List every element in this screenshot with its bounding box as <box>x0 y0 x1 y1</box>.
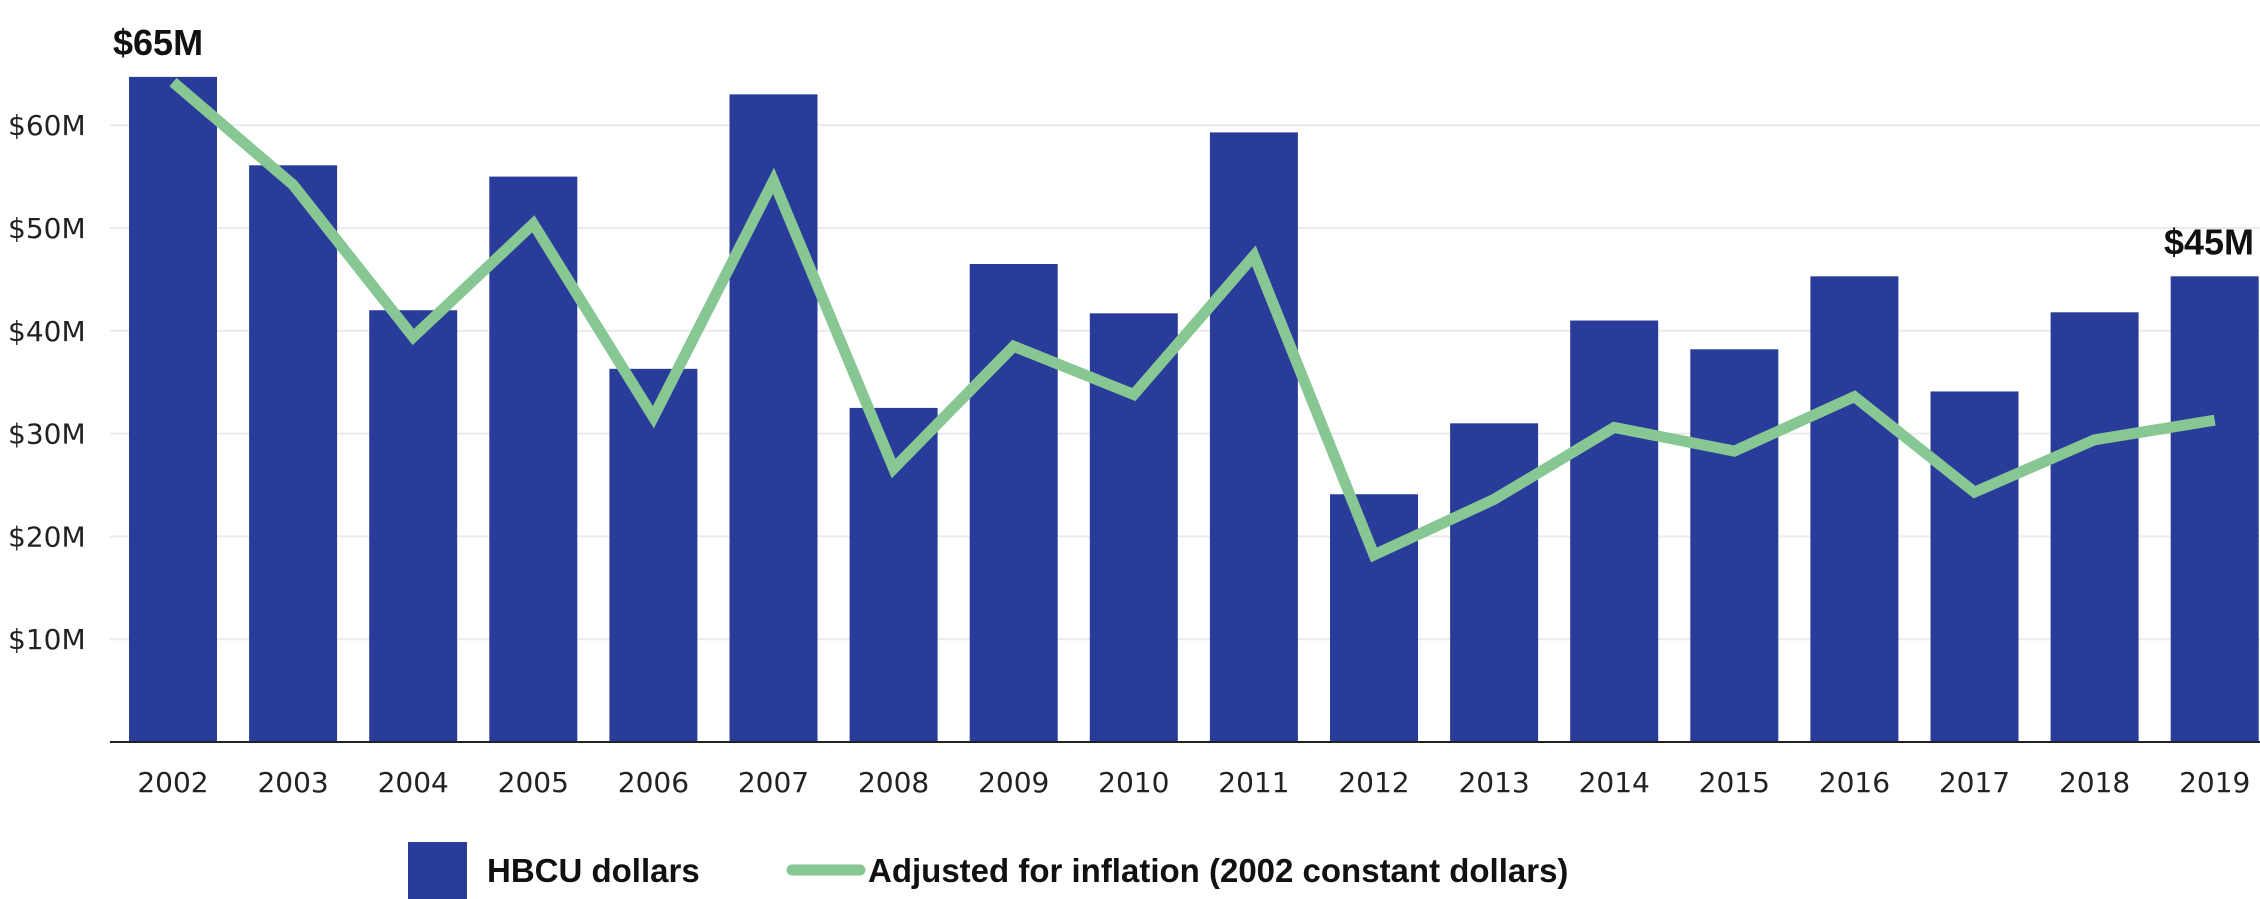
bar-2019 <box>2170 276 2259 742</box>
x-tick-label: 2011 <box>1218 766 1289 799</box>
x-tick-label: 2003 <box>257 766 328 799</box>
x-tick-label: 2016 <box>1819 766 1890 799</box>
bar-2011 <box>1209 132 1298 742</box>
x-tick-label: 2015 <box>1699 766 1770 799</box>
axes: $10M $20M $30M $40M $50M $60M 2002 2003 2004 2005… <box>8 109 2260 799</box>
x-tick-label: 2019 <box>2179 766 2250 799</box>
x-tick-label: 2014 <box>1579 766 1650 799</box>
callout-2002: $65M <box>113 22 203 63</box>
bar-2017 <box>1930 391 2019 742</box>
bar-2002 <box>129 76 217 742</box>
bar-2013 <box>1450 423 1539 742</box>
x-tick-label: 2006 <box>618 766 689 799</box>
bar-2005 <box>489 176 578 743</box>
y-tick-label: $20M <box>8 520 86 553</box>
x-tick-label: 2013 <box>1458 766 1529 799</box>
x-tick-label: 2018 <box>2059 766 2130 799</box>
bar-2007 <box>729 94 818 743</box>
callout-2019: $45M <box>2164 221 2254 262</box>
bar-2009 <box>969 263 1058 742</box>
y-tick-label: $60M <box>8 109 86 142</box>
bar-2016 <box>1810 276 1899 742</box>
x-tick-label: 2007 <box>738 766 809 799</box>
x-tick-label: 2017 <box>1939 766 2010 799</box>
y-tick-label: $40M <box>8 315 86 348</box>
bar-2006 <box>609 368 698 742</box>
bar-2004 <box>369 310 458 742</box>
x-tick-label: 2010 <box>1098 766 1169 799</box>
y-tick-label: $10M <box>8 623 86 656</box>
bar-2015 <box>1690 349 1779 742</box>
bar-2018 <box>2050 312 2139 742</box>
x-tick-label: 2002 <box>137 766 208 799</box>
legend-label-inflation-adjusted: Adjusted for inflation (2002 constant do… <box>868 852 1568 889</box>
x-tick-label: 2005 <box>498 766 569 799</box>
bar-series <box>129 76 2259 743</box>
line-series <box>169 77 2216 563</box>
gridlines <box>110 124 2260 641</box>
legend-label-hbcu-dollars: HBCU dollars <box>487 852 700 889</box>
y-tick-label: $30M <box>8 418 86 451</box>
x-tick-label: 2012 <box>1338 766 1409 799</box>
bar-2014 <box>1570 320 1659 742</box>
x-tick-label: 2009 <box>978 766 1049 799</box>
annotations: $65M $45M <box>113 22 2254 262</box>
legend: HBCU dollars Adjusted for inflation (200… <box>408 842 1568 899</box>
bar-2003 <box>249 165 338 743</box>
x-tick-label: 2008 <box>858 766 929 799</box>
x-tick-label: 2004 <box>378 766 449 799</box>
legend-swatch-hbcu-dollars <box>408 842 467 899</box>
inflation-adjusted-line <box>169 77 2216 563</box>
y-tick-label: $50M <box>8 212 86 245</box>
bar-2012 <box>1330 494 1418 742</box>
